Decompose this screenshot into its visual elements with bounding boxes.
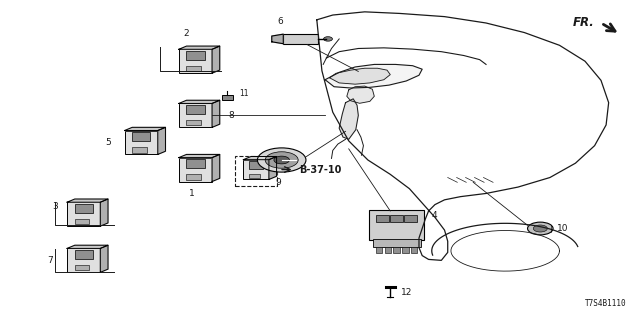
Polygon shape	[243, 156, 276, 160]
Polygon shape	[158, 127, 166, 155]
Circle shape	[257, 148, 306, 172]
Text: 7: 7	[47, 256, 53, 265]
Bar	[404, 215, 417, 222]
Polygon shape	[125, 127, 166, 131]
Bar	[186, 66, 201, 71]
Text: FR.: FR.	[572, 17, 594, 29]
Polygon shape	[67, 199, 108, 202]
Circle shape	[323, 37, 332, 41]
Bar	[186, 120, 201, 125]
Text: 9: 9	[276, 178, 282, 187]
Bar	[186, 159, 205, 168]
Text: 5: 5	[105, 138, 111, 147]
Bar	[75, 250, 93, 259]
Bar	[179, 158, 212, 181]
Polygon shape	[179, 100, 220, 103]
Bar	[75, 265, 89, 270]
Bar	[243, 160, 269, 180]
Bar	[284, 34, 319, 44]
Polygon shape	[347, 86, 374, 103]
Bar	[376, 247, 382, 252]
Text: T7S4B1110: T7S4B1110	[585, 299, 627, 308]
Text: B-37-10: B-37-10	[300, 164, 342, 174]
Bar	[179, 49, 212, 73]
Bar	[249, 161, 263, 169]
Text: 10: 10	[557, 224, 568, 233]
Polygon shape	[100, 199, 108, 226]
Bar	[67, 202, 100, 226]
Bar	[186, 174, 201, 180]
Text: 8: 8	[228, 111, 234, 120]
Bar	[369, 210, 424, 240]
Text: 11: 11	[239, 89, 248, 98]
Text: 3: 3	[52, 202, 58, 211]
Bar	[411, 247, 417, 252]
Bar	[186, 51, 205, 60]
Polygon shape	[272, 34, 284, 44]
Bar	[132, 132, 150, 141]
Polygon shape	[269, 156, 276, 180]
Text: 12: 12	[401, 288, 412, 297]
Bar	[186, 105, 205, 114]
Text: 2: 2	[183, 29, 189, 38]
Text: 4: 4	[432, 211, 437, 220]
Bar	[376, 215, 389, 222]
Polygon shape	[212, 100, 220, 127]
Text: 6: 6	[278, 17, 284, 26]
Bar	[394, 247, 400, 252]
Polygon shape	[330, 68, 390, 84]
Circle shape	[274, 156, 289, 164]
Bar	[222, 95, 232, 100]
Bar	[390, 215, 403, 222]
Polygon shape	[179, 155, 220, 158]
Bar	[235, 156, 276, 186]
Bar	[75, 204, 93, 213]
Text: 1: 1	[189, 189, 195, 198]
Bar	[67, 248, 100, 272]
Bar	[385, 247, 391, 252]
Circle shape	[265, 152, 298, 168]
Bar	[132, 147, 147, 153]
Polygon shape	[67, 245, 108, 248]
Bar	[249, 173, 260, 178]
Bar	[125, 131, 158, 155]
Bar	[179, 103, 212, 127]
Polygon shape	[339, 99, 358, 139]
Bar	[75, 219, 89, 224]
Polygon shape	[212, 46, 220, 73]
Circle shape	[527, 222, 553, 235]
Circle shape	[533, 225, 547, 232]
Bar	[402, 247, 408, 252]
Polygon shape	[212, 155, 220, 181]
Polygon shape	[179, 46, 220, 49]
Bar	[372, 238, 420, 247]
Polygon shape	[100, 245, 108, 272]
Polygon shape	[325, 64, 422, 88]
